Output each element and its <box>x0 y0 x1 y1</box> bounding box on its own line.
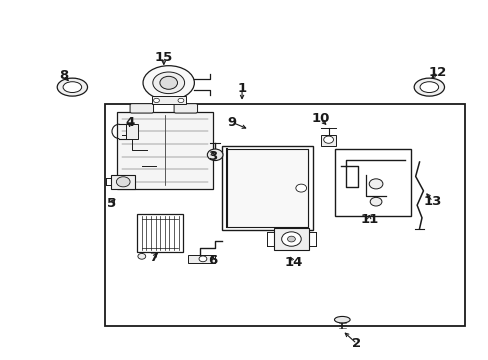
Ellipse shape <box>63 82 81 93</box>
Circle shape <box>207 149 223 161</box>
Bar <box>321 135 335 146</box>
Bar <box>125 124 138 139</box>
Text: 10: 10 <box>310 112 329 125</box>
Circle shape <box>287 236 295 242</box>
Ellipse shape <box>57 78 87 96</box>
Circle shape <box>116 177 130 187</box>
Bar <box>117 112 212 189</box>
Bar <box>227 149 307 227</box>
Circle shape <box>281 232 301 246</box>
Text: 1: 1 <box>237 82 246 95</box>
Text: 11: 11 <box>359 213 378 226</box>
Text: 13: 13 <box>423 195 441 208</box>
Circle shape <box>323 136 333 143</box>
Circle shape <box>160 76 177 89</box>
Text: 9: 9 <box>227 116 236 129</box>
Circle shape <box>368 179 382 189</box>
Text: 12: 12 <box>427 66 446 78</box>
Circle shape <box>199 256 206 262</box>
Bar <box>111 175 135 189</box>
Text: 2: 2 <box>352 337 361 350</box>
Text: 3: 3 <box>208 150 217 163</box>
Text: 5: 5 <box>107 197 116 210</box>
FancyBboxPatch shape <box>130 104 153 113</box>
Ellipse shape <box>142 66 194 100</box>
Bar <box>222 146 312 230</box>
Circle shape <box>153 98 159 103</box>
Text: 8: 8 <box>59 69 68 82</box>
Bar <box>137 214 183 252</box>
Circle shape <box>295 184 306 192</box>
Ellipse shape <box>334 316 349 323</box>
Bar <box>273 228 308 250</box>
Text: 7: 7 <box>149 251 158 264</box>
Text: 14: 14 <box>284 256 302 269</box>
Text: 4: 4 <box>125 116 134 129</box>
Ellipse shape <box>413 78 444 96</box>
Circle shape <box>138 253 145 259</box>
Circle shape <box>178 98 183 103</box>
FancyBboxPatch shape <box>174 104 197 113</box>
Circle shape <box>369 197 381 206</box>
Text: 15: 15 <box>154 51 173 64</box>
Bar <box>151 96 185 104</box>
Text: 6: 6 <box>208 255 217 267</box>
Bar <box>105 104 464 326</box>
Ellipse shape <box>419 82 438 93</box>
Bar <box>188 255 215 263</box>
Bar <box>334 149 410 216</box>
Ellipse shape <box>152 72 184 94</box>
